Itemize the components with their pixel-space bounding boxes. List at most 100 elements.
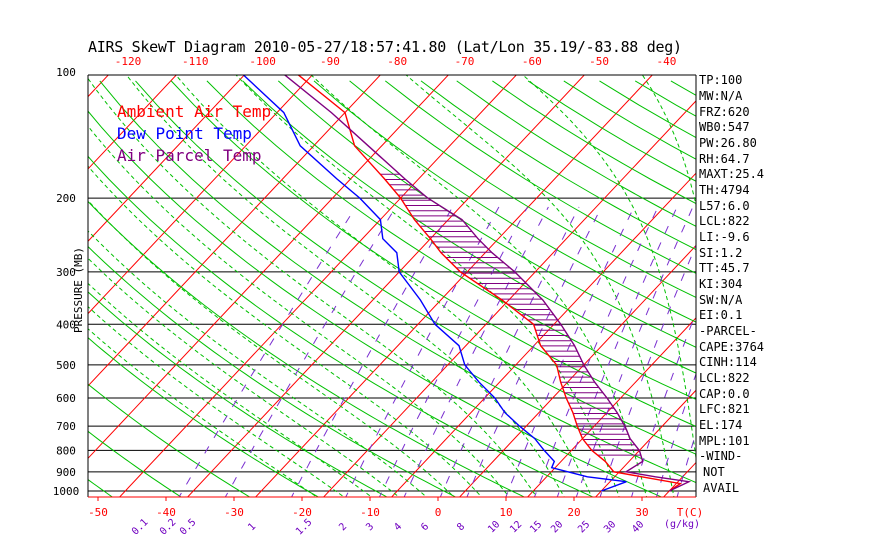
moist-adiabat [88,77,538,497]
dry-adiabat [0,81,48,500]
bottom-tick-label: -50 [88,506,108,519]
mixing-ratio-label: 15 [528,519,544,535]
mixing-ratio-line [378,206,528,497]
index-parcel-header: -PARCEL- [699,324,757,338]
index-cinh: CINH:114 [699,355,757,369]
moist-adiabat [125,75,565,497]
isotherm-line [865,63,870,500]
index-li: LI:-9.6 [699,230,750,244]
moist-adiabat [88,230,428,497]
index-pw: PW:26.80 [699,136,757,150]
mixing-ratio-line [178,206,357,497]
bottom-tick-label: -20 [292,506,312,519]
mixing-ratio-label: 12 [508,519,524,535]
pressure-tick-200: 200 [56,192,76,205]
index-th: TH:4794 [699,183,750,197]
index-maxt: MAXT:25.4 [699,167,765,181]
index-tp: TP:100 [699,73,743,87]
index-wind-avail: AVAIL [703,481,740,495]
pressure-tick-800: 800 [56,444,76,457]
pressure-tick-1000: 1000 [53,485,80,498]
moist-adiabat [235,75,620,497]
bottom-tick-label: -30 [224,506,244,519]
top-tick-label: -120 [115,55,142,68]
mixing-ratio-label: 0.5 [178,517,199,538]
dry-adiabat [420,80,696,251]
bottom-tick-label: 30 [635,506,648,519]
dry-adiabat [99,80,696,484]
moist-adiabat [88,199,455,497]
moist-adiabat [175,75,593,497]
dry-adiabat [88,155,595,497]
index-ki: KI:304 [699,277,743,291]
dry-adiabat [313,80,696,323]
index-si: SI:1.2 [699,246,743,260]
mixing-ratio-line [466,206,602,497]
index-wb0: WB0:547 [699,120,750,134]
index-cape: CAPE:3764 [699,340,765,354]
y-axis-label: PRESSURE (MB) [72,247,85,333]
mixing-ratio-line [556,206,678,497]
index-cap: CAP:0.0 [699,387,750,401]
moist-adiabat [88,306,345,497]
mixing-ratio-label: 0.2 [158,517,179,538]
mixing-ratio-label: 25 [576,519,592,535]
legend-ambient-air-temp: Ambient Air Temp [117,102,272,121]
mixing-ratio-line [439,206,580,497]
bottom-tick-label: 20 [567,506,580,519]
mixing-ratio-label: 0.1 [130,517,151,538]
pressure-tick-500: 500 [56,359,76,372]
mixing-ratio-label: 20 [549,519,565,535]
air-parcel-temp-line [283,75,692,492]
dry-adiabat [88,478,114,497]
index-wind-not: NOT [703,465,725,479]
index-frz: FRZ:620 [699,105,750,119]
isotherm-line [186,75,585,497]
dry-adiabat [88,383,251,497]
isotherm-line [88,75,245,243]
top-tick-label: -90 [320,55,340,68]
index-sw: SW:N/A [699,293,743,307]
dry-adiabat [778,81,870,500]
pressure-tick-700: 700 [56,420,76,433]
top-tick-label: -60 [522,55,542,68]
index-wind-header: -WIND- [699,449,743,463]
bottom-tick-label: -40 [156,506,176,519]
index-lfc: LFC:821 [699,402,750,416]
index-tt: TT:45.7 [699,261,750,275]
top-tick-label: -50 [589,55,609,68]
x-axis-unit-label: T(C) [677,506,704,519]
mixing-ratio-line [630,311,696,497]
isotherm-line [0,63,52,500]
dry-adiabat [88,430,182,497]
moist-adiabat [88,165,483,497]
mixing-ratio-label: 1.5 [294,517,315,538]
pressure-tick-100: 100 [56,66,76,79]
dry-adiabat [135,80,696,455]
isotherm-line [729,63,870,500]
dry-adiabat [242,80,696,374]
index-lcl: LCL:822 [699,214,750,228]
index-parcel-lcl: LCL:822 [699,371,750,385]
dry-adiabat [88,337,320,497]
pressure-tick-400: 400 [56,318,76,331]
bottom-tick-label: 0 [435,506,442,519]
moist-adiabat [405,75,675,497]
isotherm-line [594,389,696,497]
dry-adiabat [742,81,870,500]
top-tick-label: -70 [455,55,475,68]
dry-adiabat [456,80,696,227]
top-tick-label: -80 [387,55,407,68]
isotherm-line [797,63,870,500]
ambient-air-temp-line [297,75,683,492]
legend-air-parcel-temp: Air Parcel Temp [117,146,262,165]
index-ei: EI:0.1 [699,308,743,322]
bottom-tick-label: -10 [360,506,380,519]
mixing-ratio-line [505,206,635,497]
isotherm-line [254,75,653,497]
isotherm-line [526,317,696,497]
mixing-ratio-label: 3 [364,521,376,533]
top-tick-label: -40 [656,55,676,68]
mixing-ratio-line [655,372,696,497]
